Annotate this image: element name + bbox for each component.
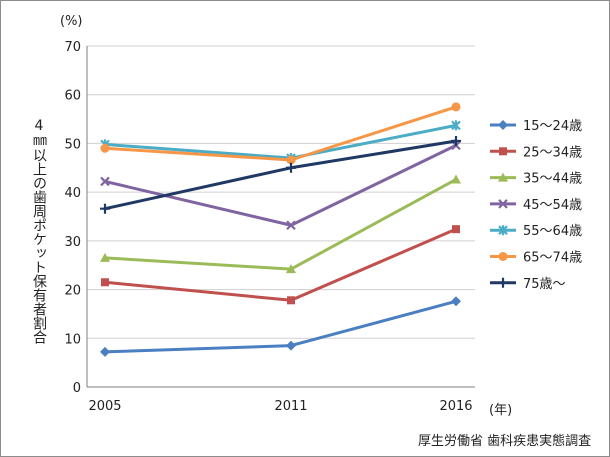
source-note: 厚生労働省 歯科疾患実態調査 bbox=[418, 434, 592, 449]
legend-entry-4: 55～64歳 bbox=[490, 224, 582, 239]
series-0 bbox=[100, 296, 461, 357]
legend-entry-1: 25～34歳 bbox=[490, 145, 582, 160]
legend-marker bbox=[498, 277, 508, 288]
data-point bbox=[452, 225, 460, 234]
series-2 bbox=[100, 174, 461, 274]
x-tick-label: 2011 bbox=[274, 399, 307, 414]
data-point bbox=[100, 143, 110, 153]
x-tick-label: 2016 bbox=[439, 399, 472, 414]
y-tick-label: 20 bbox=[64, 284, 81, 299]
data-point bbox=[286, 162, 296, 173]
legend-label: 15～24歳 bbox=[523, 119, 582, 134]
legend-marker bbox=[498, 252, 508, 261]
series-4 bbox=[100, 120, 461, 164]
series-line bbox=[104, 123, 457, 160]
y-tick-label: 50 bbox=[64, 137, 81, 152]
y-tick-label: 10 bbox=[64, 332, 81, 347]
y-tick-label: 40 bbox=[64, 186, 81, 201]
data-point bbox=[101, 278, 109, 287]
data-point bbox=[451, 135, 461, 146]
legend-entry-0: 15～24歳 bbox=[490, 119, 582, 134]
data-point bbox=[100, 203, 110, 214]
data-point bbox=[287, 296, 295, 305]
legend-label: 45～54歳 bbox=[523, 198, 582, 213]
y-tick-label: 30 bbox=[64, 235, 81, 250]
data-point bbox=[286, 264, 296, 274]
data-point bbox=[286, 155, 296, 165]
x-axis-unit: (年) bbox=[489, 403, 513, 418]
legend-entry-6: 75歳～ bbox=[490, 277, 566, 292]
legend-label: 65～74歳 bbox=[523, 251, 582, 266]
legend-label: 25～34歳 bbox=[523, 145, 582, 160]
series-1 bbox=[101, 225, 460, 305]
legend-marker bbox=[498, 120, 508, 130]
series-6 bbox=[100, 135, 461, 214]
y-tick-label: 60 bbox=[64, 89, 81, 104]
legend-marker bbox=[498, 172, 508, 182]
legend-entry-2: 35～44歳 bbox=[490, 172, 582, 187]
legend: 15～24歳 25～34歳 35～44歳 45～54歳 55～64歳 65～74歳 75歳～ bbox=[490, 119, 582, 292]
legend-entry-3: 45～54歳 bbox=[490, 198, 582, 213]
y-tick-label: 70 bbox=[64, 40, 81, 55]
series-layer bbox=[100, 102, 461, 357]
legend-marker bbox=[498, 225, 508, 236]
data-point bbox=[451, 102, 461, 112]
data-point bbox=[451, 120, 461, 131]
y-tick-label: 0 bbox=[73, 381, 81, 396]
legend-marker bbox=[499, 147, 507, 156]
data-point bbox=[286, 340, 296, 351]
x-tick-label: 2005 bbox=[88, 399, 121, 414]
data-point bbox=[451, 174, 461, 184]
legend-label: 75歳～ bbox=[523, 277, 566, 292]
data-point bbox=[100, 252, 110, 262]
series-5 bbox=[100, 102, 461, 165]
series-3 bbox=[100, 140, 461, 231]
legend-entry-5: 65～74歳 bbox=[490, 251, 582, 266]
data-point bbox=[100, 346, 110, 357]
series-line bbox=[104, 299, 457, 354]
legend-marker bbox=[498, 199, 508, 209]
legend-label: 35～44歳 bbox=[523, 172, 582, 187]
series-line bbox=[104, 105, 457, 162]
legend-label: 55～64歳 bbox=[523, 224, 582, 239]
y-axis-unit: (%) bbox=[60, 14, 83, 29]
data-point bbox=[286, 220, 296, 231]
data-point bbox=[100, 176, 110, 187]
y-axis-label: 4㎜以上の歯周ポケット保有者割合 bbox=[31, 118, 47, 344]
data-point bbox=[451, 296, 461, 307]
grid-layer: 0 10 20 30 40 50 60 70 2005 2011 2016 bbox=[64, 40, 475, 414]
